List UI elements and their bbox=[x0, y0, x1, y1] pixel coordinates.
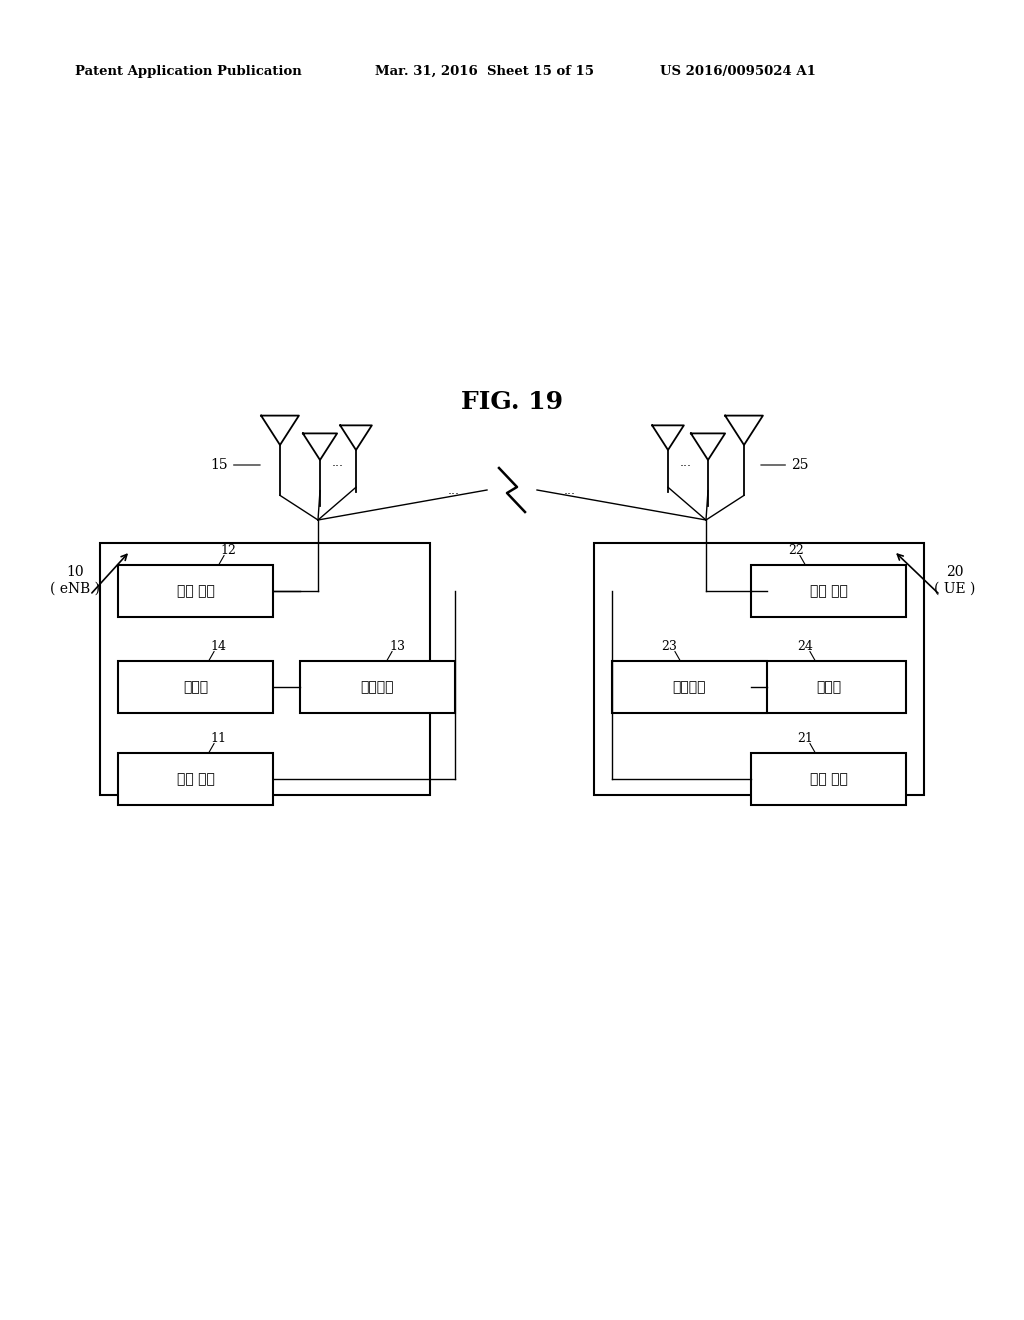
Text: 수신 장치: 수신 장치 bbox=[176, 772, 214, 785]
Bar bbox=[751, 661, 906, 713]
Bar bbox=[751, 565, 906, 616]
Text: FIG. 19: FIG. 19 bbox=[461, 389, 563, 414]
Text: 프로세서: 프로세서 bbox=[673, 680, 707, 694]
Bar bbox=[118, 565, 273, 616]
Text: 20
( UE ): 20 ( UE ) bbox=[934, 565, 976, 595]
Text: US 2016/0095024 A1: US 2016/0095024 A1 bbox=[660, 65, 816, 78]
Bar bbox=[300, 661, 455, 713]
Text: ...: ... bbox=[449, 483, 460, 496]
Text: 프로세서: 프로세서 bbox=[360, 680, 394, 694]
Text: 11: 11 bbox=[211, 733, 226, 744]
Text: 21: 21 bbox=[798, 733, 813, 744]
Text: 23: 23 bbox=[662, 640, 678, 653]
Text: 24: 24 bbox=[798, 640, 813, 653]
Text: 10
( eNB ): 10 ( eNB ) bbox=[50, 565, 100, 595]
Text: ...: ... bbox=[332, 457, 344, 470]
Text: ...: ... bbox=[680, 457, 692, 470]
Text: 13: 13 bbox=[389, 640, 406, 653]
Text: 메모리: 메모리 bbox=[183, 680, 208, 694]
Bar bbox=[594, 543, 924, 795]
Bar bbox=[118, 752, 273, 805]
Text: 수신 장치: 수신 장치 bbox=[810, 772, 848, 785]
Bar bbox=[118, 661, 273, 713]
Text: 15: 15 bbox=[210, 458, 260, 473]
Text: Patent Application Publication: Patent Application Publication bbox=[75, 65, 302, 78]
Text: Mar. 31, 2016  Sheet 15 of 15: Mar. 31, 2016 Sheet 15 of 15 bbox=[375, 65, 594, 78]
Text: 12: 12 bbox=[220, 544, 237, 557]
Text: 전송 장치: 전송 장치 bbox=[810, 583, 848, 598]
Bar bbox=[612, 661, 767, 713]
Bar bbox=[100, 543, 430, 795]
Text: ...: ... bbox=[564, 483, 575, 496]
Bar bbox=[751, 752, 906, 805]
Text: 22: 22 bbox=[787, 544, 804, 557]
Text: 25: 25 bbox=[761, 458, 809, 473]
Text: 메모리: 메모리 bbox=[816, 680, 841, 694]
Text: 14: 14 bbox=[211, 640, 226, 653]
Text: 전송 장치: 전송 장치 bbox=[176, 583, 214, 598]
